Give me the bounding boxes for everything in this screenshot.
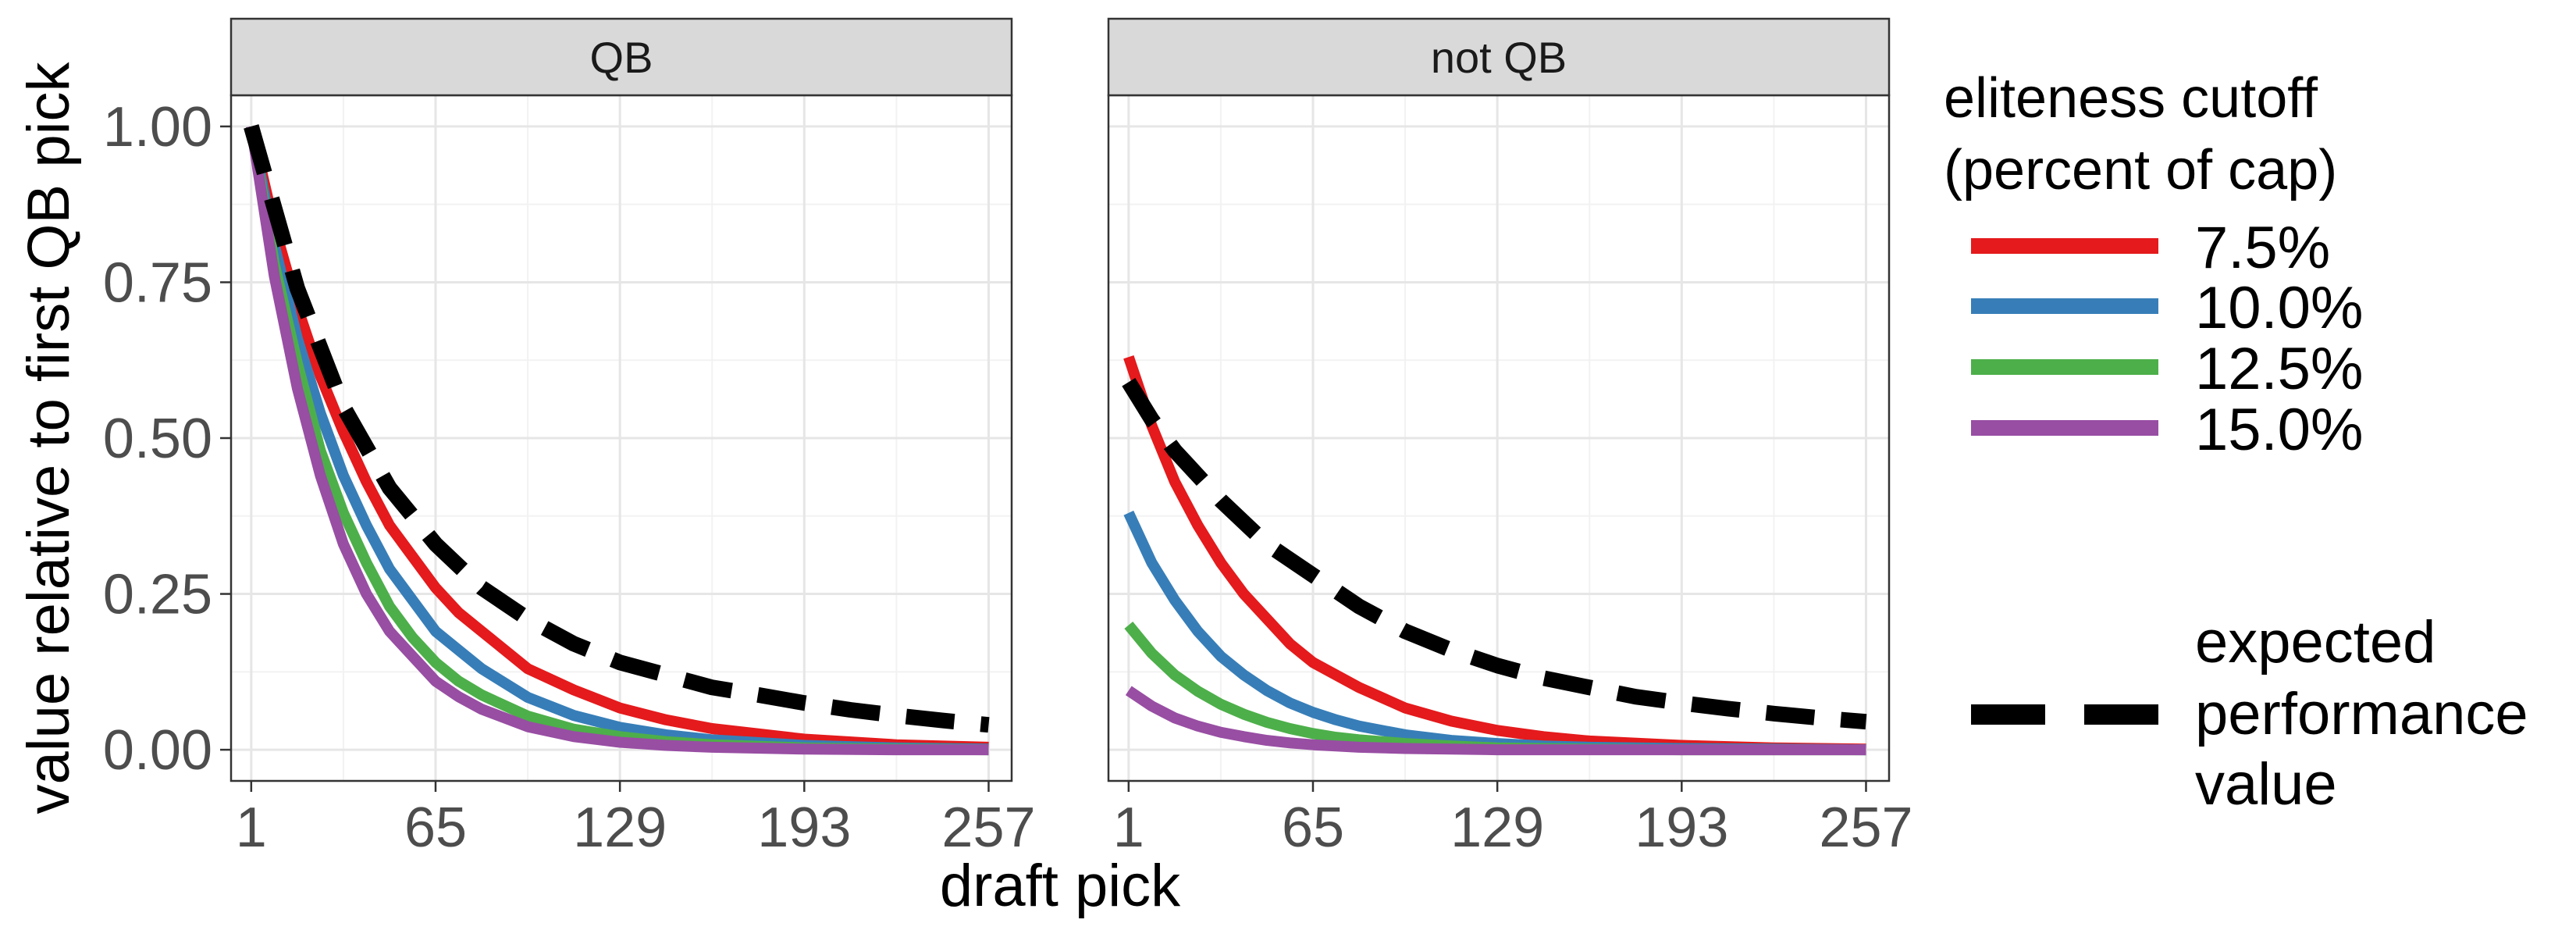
x-tick-label: 193 [757,797,851,859]
x-tick-label: 1 [236,797,267,859]
x-tick-label: 129 [1450,797,1544,859]
series-line-7-5- [1123,355,1866,755]
legend-label-line-2: performance [2195,681,2528,747]
series-line-7-5- [245,125,989,753]
legend-label: 10.0% [2195,275,2364,341]
legend-title-line-1: eliteness cutoff [1944,67,2318,130]
legend-label: 15.0% [2195,397,2364,463]
facet-strip-label: QB [590,33,653,82]
legend-title-line-2: (percent of cap) [1944,139,2337,201]
panel-not-qb: not QB 1 65 129 193 257 [1107,17,1913,859]
legend: eliteness cutoff (percent of cap) 7.5%10.0… [1944,67,2528,818]
y-tick-label: 0.75 [103,251,212,314]
x-tick-label: 65 [1282,797,1344,859]
y-axis-title: value relative to first QB pick [16,61,82,814]
x-tick-label: 129 [573,797,667,859]
legend-label-line-1: expected [2195,609,2435,675]
facet-strip-label: not QB [1431,33,1567,82]
y-tick-label: 1.00 [103,96,212,159]
panel-qb: QB 1 65 129 193 257 [229,17,1036,859]
y-tick-label: 0.25 [103,564,212,626]
x-tick-label: 65 [404,797,467,859]
x-tick-label: 1 [1113,797,1144,859]
legend-label-line-3: value [2195,751,2337,818]
x-axis-title: draft pick [940,853,1181,919]
facet-strip [1107,17,1891,97]
series-line-expected-performance-value [1122,377,1867,730]
x-tick-label: 257 [941,797,1035,859]
y-tick-label: 0.00 [103,719,212,782]
x-tick-label: 257 [1819,797,1912,859]
series-line-15-0- [245,125,989,756]
y-tick-label: 0.50 [103,408,212,470]
legend-label: 7.5% [2195,215,2330,281]
legend-label: 12.5% [2195,336,2364,402]
series-line-expected-performance-value [244,124,990,733]
facet-strip [229,17,1013,97]
series-line-15-0- [1125,686,1866,756]
x-tick-label: 193 [1635,797,1728,859]
